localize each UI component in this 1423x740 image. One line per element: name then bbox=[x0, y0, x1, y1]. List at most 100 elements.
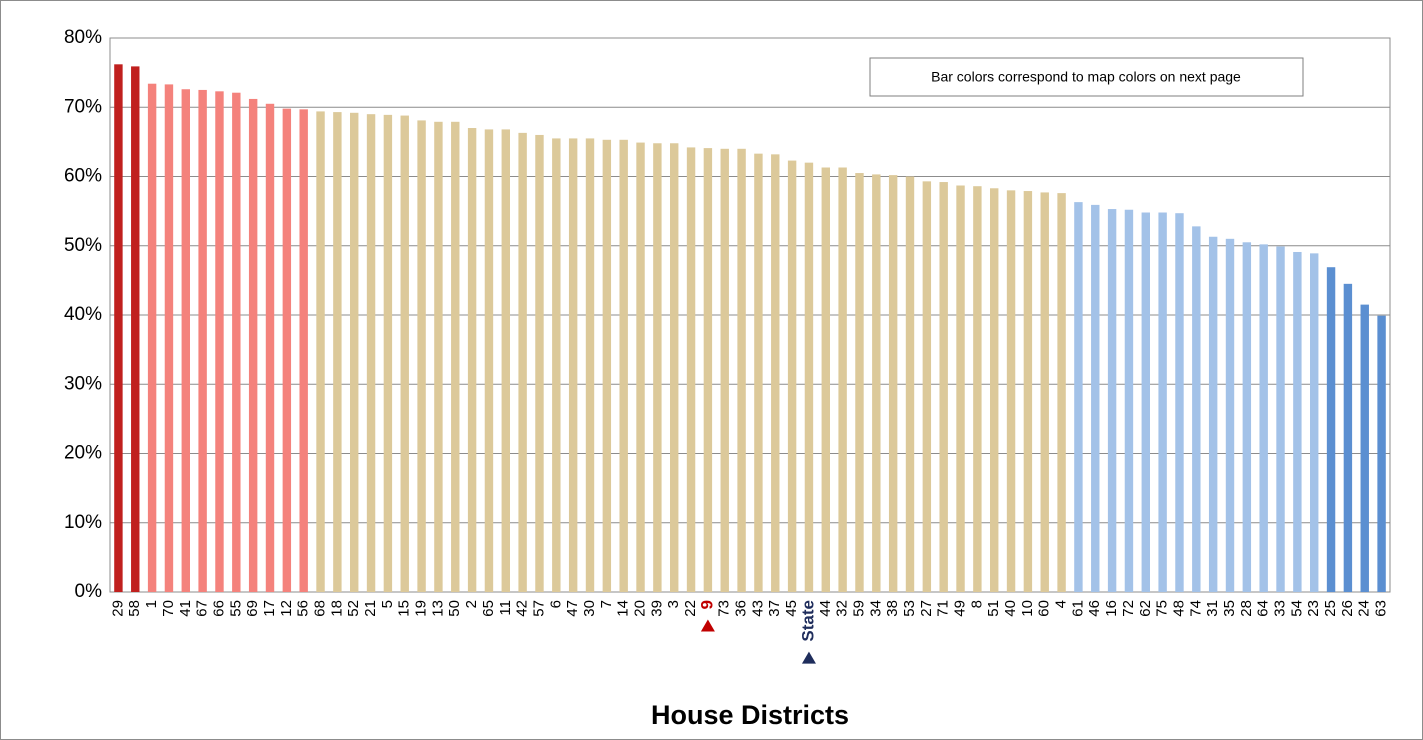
bar bbox=[636, 142, 645, 592]
bar bbox=[568, 138, 578, 592]
bar bbox=[350, 112, 359, 592]
x-tick-label: 14 bbox=[615, 600, 632, 617]
bar bbox=[939, 182, 948, 593]
bar bbox=[1310, 253, 1319, 592]
x-tick-label: 53 bbox=[901, 600, 918, 617]
bar bbox=[366, 114, 376, 593]
x-tick-label: 12 bbox=[278, 600, 295, 617]
bar bbox=[451, 121, 460, 592]
bar bbox=[265, 103, 275, 592]
bar bbox=[956, 185, 965, 592]
x-tick-label: 66 bbox=[210, 600, 227, 617]
bar bbox=[552, 138, 561, 592]
x-tick-label: 42 bbox=[514, 600, 531, 617]
bar bbox=[501, 129, 510, 592]
x-tick-label: 47 bbox=[564, 600, 581, 617]
x-tick-label: 72 bbox=[1120, 600, 1137, 617]
x-tick-label: 33 bbox=[1271, 600, 1288, 617]
x-tick-label: 59 bbox=[850, 600, 867, 617]
y-tick-label: 20% bbox=[64, 443, 102, 464]
bar bbox=[1326, 267, 1336, 592]
x-tick-label: 52 bbox=[345, 600, 362, 617]
x-tick-label: 19 bbox=[413, 600, 430, 617]
x-tick-label: 5 bbox=[379, 600, 396, 608]
bar bbox=[754, 153, 763, 592]
x-tick-label: 25 bbox=[1322, 600, 1339, 617]
bar bbox=[417, 120, 426, 592]
y-tick-label: 30% bbox=[64, 373, 102, 394]
x-tick-label: 71 bbox=[935, 600, 952, 617]
bar bbox=[248, 98, 258, 592]
x-tick-label: 44 bbox=[817, 600, 834, 617]
bar bbox=[299, 109, 308, 592]
x-tick-label: 9 bbox=[697, 600, 716, 609]
bar bbox=[1107, 209, 1117, 593]
bar bbox=[1225, 238, 1235, 592]
x-tick-label: 55 bbox=[227, 600, 244, 617]
x-tick-label: 18 bbox=[328, 600, 345, 617]
x-tick-label: 34 bbox=[867, 600, 884, 617]
bar bbox=[198, 89, 207, 592]
bar bbox=[922, 181, 932, 592]
x-tick-label: 69 bbox=[244, 600, 261, 617]
bar bbox=[147, 83, 157, 592]
x-tick-label: 37 bbox=[766, 600, 783, 617]
x-tick-label: 16 bbox=[1103, 600, 1120, 617]
bar bbox=[670, 143, 679, 592]
bar bbox=[1259, 244, 1268, 593]
x-tick-label: 26 bbox=[1339, 600, 1356, 617]
marker-triangle bbox=[801, 651, 816, 664]
x-tick-label: 56 bbox=[295, 600, 312, 617]
bar bbox=[1293, 251, 1302, 593]
x-tick-label: 23 bbox=[1305, 600, 1322, 617]
x-tick-label: 21 bbox=[362, 600, 379, 617]
bar bbox=[905, 176, 915, 592]
x-tick-label: 40 bbox=[1002, 600, 1019, 617]
x-tick-label: 27 bbox=[918, 600, 935, 617]
x-tick-label: 65 bbox=[480, 600, 497, 617]
bar bbox=[484, 129, 494, 592]
y-tick-label: 0% bbox=[75, 581, 103, 602]
bar bbox=[1023, 191, 1033, 593]
x-tick-label: 17 bbox=[261, 600, 278, 617]
bar bbox=[282, 108, 292, 592]
bar bbox=[703, 148, 713, 593]
bar bbox=[1057, 193, 1066, 592]
x-tick-label: 29 bbox=[109, 600, 126, 617]
bar bbox=[686, 147, 696, 593]
x-tick-label: 6 bbox=[547, 600, 564, 608]
bar bbox=[383, 114, 393, 593]
bar bbox=[518, 132, 527, 592]
bar bbox=[1124, 209, 1134, 593]
y-tick-label: 50% bbox=[64, 235, 102, 256]
bar bbox=[181, 89, 190, 593]
x-tick-label: 58 bbox=[126, 600, 143, 617]
x-tick-label: 64 bbox=[1255, 600, 1272, 617]
y-tick-label: 40% bbox=[64, 304, 102, 325]
bar bbox=[1208, 236, 1218, 592]
bar bbox=[232, 92, 241, 593]
x-tick-label: 43 bbox=[749, 600, 766, 617]
x-tick-label: 74 bbox=[1187, 600, 1204, 617]
x-tick-label: 54 bbox=[1288, 600, 1305, 617]
bar bbox=[1040, 192, 1049, 593]
bar bbox=[602, 139, 612, 593]
x-tick-label: 41 bbox=[177, 600, 194, 617]
bar bbox=[114, 64, 123, 592]
x-tick-label: 30 bbox=[581, 600, 598, 617]
bar bbox=[653, 143, 662, 592]
marker-triangle bbox=[700, 619, 715, 632]
x-tick-label: 13 bbox=[429, 600, 446, 617]
x-tick-label: 63 bbox=[1373, 600, 1390, 617]
bar bbox=[838, 167, 847, 592]
x-tick-label: 7 bbox=[598, 600, 615, 608]
bar bbox=[787, 160, 797, 592]
bar bbox=[720, 148, 729, 593]
bar bbox=[164, 84, 174, 593]
x-tick-label: 45 bbox=[783, 600, 800, 617]
bar bbox=[333, 112, 342, 592]
bar bbox=[215, 91, 224, 592]
bar bbox=[1175, 213, 1184, 592]
x-tick-label: 57 bbox=[530, 600, 547, 617]
